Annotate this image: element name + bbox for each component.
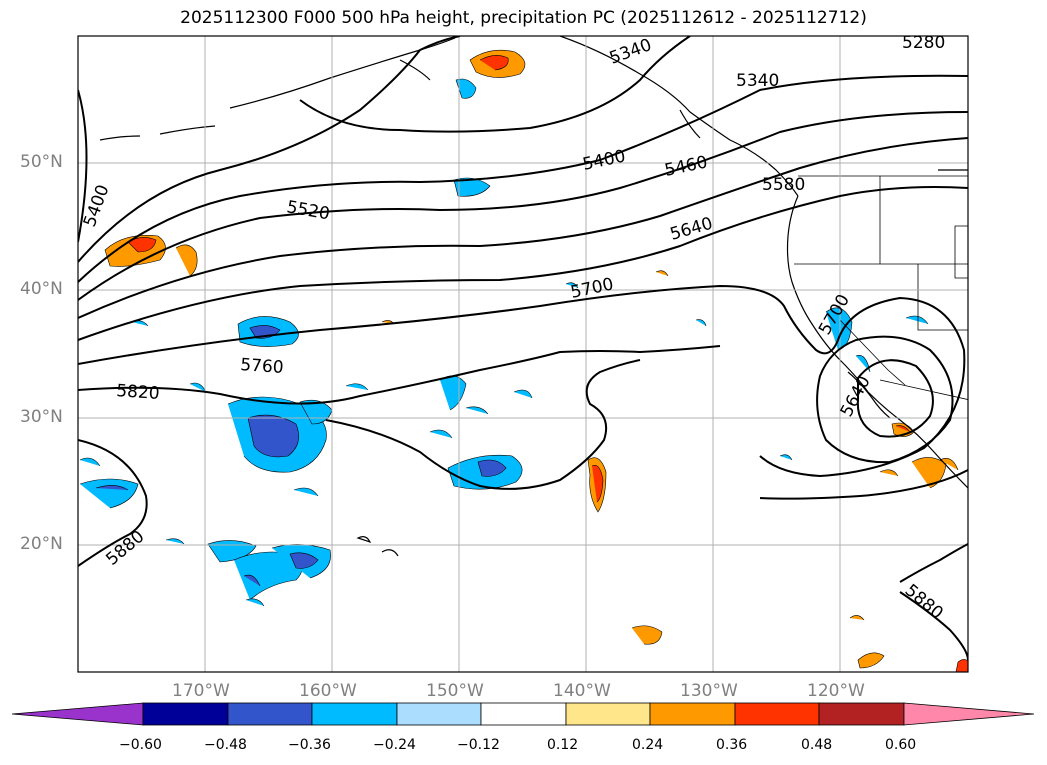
contour-label: 5400 xyxy=(581,146,627,175)
contour-label: 5340 xyxy=(736,71,779,91)
colorbar-tick: −0.36 xyxy=(288,737,331,753)
lon-label: 150°W xyxy=(426,681,484,701)
lat-label: 50°N xyxy=(20,152,63,172)
colorbar-swatch xyxy=(227,702,313,726)
lat-label: 20°N xyxy=(20,534,63,554)
lat-label: 30°N xyxy=(20,407,63,427)
contour-label: 5880 xyxy=(901,581,947,624)
contour-label: 5520 xyxy=(285,197,331,224)
colorbar xyxy=(11,702,1035,726)
colorbar-swatch xyxy=(142,702,229,726)
colorbar-tick: 0.48 xyxy=(801,737,833,753)
colorbar-tick: −0.12 xyxy=(457,737,500,753)
contour-label: 5760 xyxy=(240,355,285,378)
contour-label: 5340 xyxy=(607,35,654,69)
precip-positive xyxy=(104,49,968,672)
colorbar-tick: −0.60 xyxy=(119,737,162,753)
contour-label: 5880 xyxy=(102,527,148,570)
map-frame xyxy=(77,35,969,673)
contour-label: 5820 xyxy=(116,381,161,404)
colorbar-swatch xyxy=(311,702,398,726)
colorbar-tick: −0.24 xyxy=(373,737,416,753)
colorbar-tick: −0.48 xyxy=(204,737,247,753)
colorbar-tick: 0.24 xyxy=(632,737,664,753)
contour-label: 5700 xyxy=(569,274,615,303)
contour-label: 5640 xyxy=(837,373,875,421)
contour-labels: 5280 5340 5340 5400 5400 5460 5520 5580 … xyxy=(80,33,947,624)
colorbar-swatch xyxy=(565,702,651,726)
colorbar-tick: 0.36 xyxy=(716,737,748,753)
colorbar-swatch xyxy=(480,702,567,726)
colorbar-extend-high xyxy=(903,702,1035,726)
lon-label: 160°W xyxy=(299,681,357,701)
colorbar-swatch xyxy=(649,702,736,726)
contour-label: 5640 xyxy=(668,214,715,245)
height-contours xyxy=(78,36,968,661)
lon-label: 120°W xyxy=(807,681,865,701)
lon-label: 140°W xyxy=(553,681,611,701)
lon-label: 130°W xyxy=(680,681,738,701)
colorbar-swatch xyxy=(734,702,820,726)
colorbar-tick: 0.60 xyxy=(885,737,917,753)
contour-label: 5460 xyxy=(663,152,709,181)
colorbar-swatch xyxy=(396,702,482,726)
colorbar-extend-low xyxy=(11,702,144,726)
colorbar-tick: 0.12 xyxy=(547,737,579,753)
map-title: 2025112300 F000 500 hPa height, precipit… xyxy=(180,8,867,28)
contour-label: 5580 xyxy=(762,175,805,195)
colorbar-swatch xyxy=(818,702,905,726)
contour-label: 5280 xyxy=(902,33,945,53)
lat-label: 40°N xyxy=(20,279,63,299)
lon-label: 170°W xyxy=(172,681,230,701)
